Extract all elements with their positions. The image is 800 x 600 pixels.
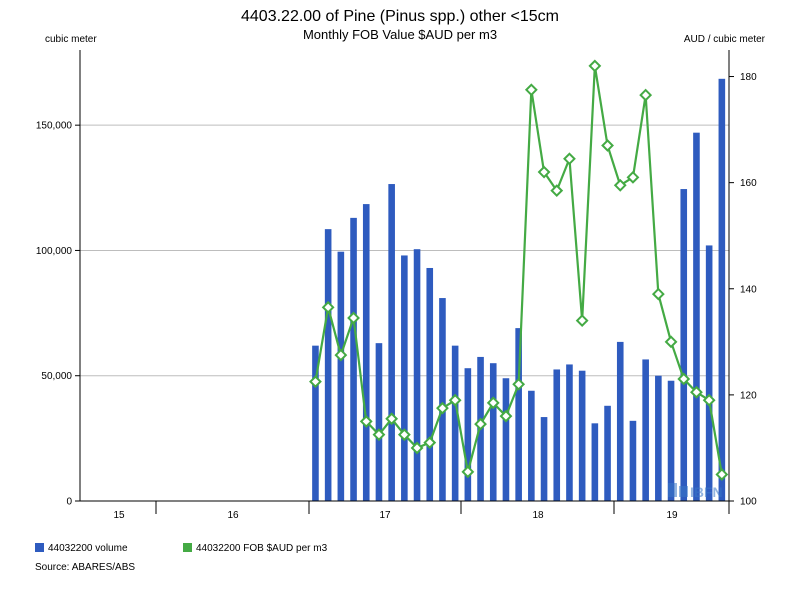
right-tick-label: 140 bbox=[740, 284, 757, 295]
fob-point bbox=[397, 428, 411, 442]
fob-point bbox=[690, 385, 703, 399]
volume-bar bbox=[616, 341, 624, 501]
x-tick-label: 18 bbox=[532, 510, 544, 521]
left-tick-label: 0 bbox=[66, 497, 72, 508]
chart-subtitle: Monthly FOB Value $AUD per m3 bbox=[303, 27, 497, 42]
fob-point bbox=[639, 88, 653, 102]
fob-point bbox=[677, 372, 691, 386]
volume-bar bbox=[667, 380, 675, 501]
fob-point bbox=[309, 375, 322, 389]
fob-point bbox=[563, 152, 576, 166]
fob-point bbox=[486, 396, 500, 410]
legend: 44032200 volume 44032200 FOB $AUD per m3 bbox=[35, 543, 328, 554]
fob-point bbox=[575, 314, 589, 328]
volume-bar bbox=[350, 217, 357, 501]
fob-point bbox=[436, 401, 449, 415]
volume-bar bbox=[629, 420, 637, 501]
fob-point bbox=[359, 414, 373, 428]
volume-bar bbox=[439, 298, 446, 501]
volume-bar bbox=[515, 328, 522, 501]
legend-fob-swatch bbox=[183, 543, 192, 552]
legend-volume-swatch bbox=[35, 543, 44, 552]
volume-bar bbox=[642, 359, 649, 501]
right-tick-label: 120 bbox=[740, 390, 757, 401]
left-axis-unit: cubic meter bbox=[45, 34, 97, 45]
x-tick-label: 15 bbox=[113, 510, 125, 521]
fob-point bbox=[372, 428, 386, 442]
volume-bar bbox=[489, 363, 497, 501]
fob-point bbox=[512, 377, 526, 391]
left-tick-label: 50,000 bbox=[41, 371, 72, 382]
fob-point bbox=[537, 165, 551, 179]
fob-point bbox=[651, 287, 665, 301]
fob-point bbox=[448, 393, 462, 407]
volume-bar bbox=[680, 189, 688, 501]
volume-bar bbox=[401, 255, 408, 501]
fob-point bbox=[613, 178, 627, 192]
volume-bar bbox=[388, 184, 395, 501]
fob-point bbox=[474, 417, 487, 431]
right-tick-label: 100 bbox=[740, 497, 757, 508]
volume-bar bbox=[566, 364, 573, 501]
left-tick-label: 150,000 bbox=[36, 121, 73, 132]
fob-point bbox=[461, 465, 475, 479]
fob-point bbox=[334, 348, 348, 362]
right-tick-label: 160 bbox=[740, 178, 757, 189]
chart-title: 4403.22.00 of Pine (Pinus spp.) other <1… bbox=[241, 8, 559, 25]
volume-bar bbox=[413, 249, 421, 501]
right-tick-label: 180 bbox=[740, 72, 757, 83]
fob-point bbox=[715, 468, 729, 481]
volume-bar bbox=[362, 204, 370, 501]
fob-point bbox=[499, 409, 513, 423]
volume-bars bbox=[312, 78, 726, 501]
volume-bar bbox=[604, 405, 611, 501]
fob-point bbox=[385, 412, 399, 426]
x-tick-label: 17 bbox=[379, 510, 391, 521]
volume-bar bbox=[693, 132, 700, 501]
volume-bar bbox=[578, 370, 586, 501]
fob-point bbox=[321, 300, 335, 314]
watermark-logo: IBFN bbox=[668, 483, 723, 500]
fob-point bbox=[410, 441, 424, 455]
fob-point bbox=[626, 170, 640, 184]
x-tick-label: 19 bbox=[666, 510, 678, 521]
volume-bar bbox=[528, 390, 535, 501]
volume-bar bbox=[502, 378, 510, 501]
volume-bar bbox=[655, 375, 662, 501]
volume-bar bbox=[337, 251, 345, 501]
fob-line bbox=[309, 59, 729, 481]
source-label: Source: ABARES/ABS bbox=[35, 562, 135, 573]
fob-point bbox=[601, 139, 614, 152]
volume-bar bbox=[553, 369, 561, 501]
fob-point bbox=[664, 335, 678, 349]
x-tick-label: 16 bbox=[227, 510, 239, 521]
volume-bar bbox=[451, 345, 459, 501]
volume-bar bbox=[705, 245, 713, 501]
right-axis-unit: AUD / cubic meter bbox=[684, 34, 766, 45]
fob-point bbox=[550, 184, 564, 198]
volume-bar bbox=[426, 267, 434, 501]
fob-point bbox=[588, 59, 602, 73]
fob-point bbox=[423, 436, 437, 450]
volume-bar bbox=[540, 417, 548, 501]
volume-bar bbox=[464, 368, 472, 501]
fob-point bbox=[702, 393, 716, 407]
left-tick-label: 100,000 bbox=[36, 246, 73, 257]
axes: 0 50,000 100,000 150,000 100 120 140 160 180 15 16… bbox=[36, 50, 757, 521]
volume-bar bbox=[718, 78, 726, 501]
legend-volume-label: 44032200 volume bbox=[48, 543, 128, 554]
legend-fob-label: 44032200 FOB $AUD per m3 bbox=[196, 543, 328, 554]
volume-bar bbox=[375, 343, 383, 501]
volume-bar bbox=[312, 345, 319, 501]
fob-point bbox=[524, 83, 538, 97]
volume-bar bbox=[324, 229, 332, 501]
watermark-text: IBFN bbox=[690, 484, 723, 500]
volume-bar bbox=[591, 423, 599, 501]
fob-point bbox=[347, 311, 360, 325]
